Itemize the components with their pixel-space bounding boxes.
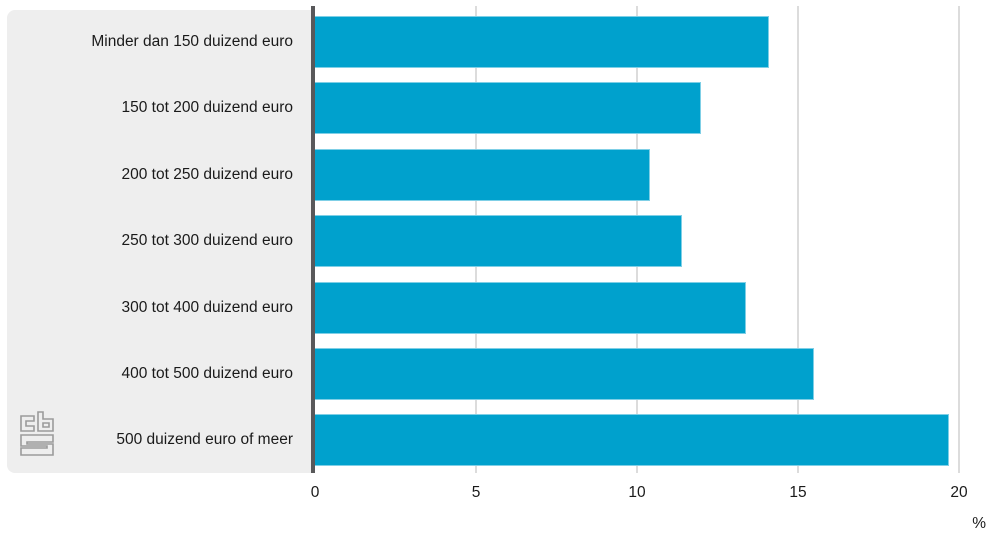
bar — [315, 82, 702, 135]
x-tick-label: 20 — [950, 484, 968, 501]
x-tick-label: 15 — [789, 484, 807, 501]
category-label: 200 tot 250 duizend euro — [121, 165, 294, 183]
category-label: 500 duizend euro of meer — [116, 431, 293, 449]
unit-label: % — [972, 515, 986, 532]
cbs-logo-letter-c — [20, 415, 35, 432]
bar — [315, 348, 815, 400]
category-label: 400 tot 500 duizend euro — [121, 365, 294, 382]
cbs-logo — [20, 411, 54, 456]
category-labels: Minder dan 150 duizend euro 150 tot 200 d… — [0, 0, 293, 545]
y-axis-line — [311, 6, 315, 473]
bar — [315, 16, 770, 68]
category-label: 150 tot 200 duizend euro — [121, 99, 294, 117]
bar — [315, 414, 950, 467]
x-axis-ticks: 0 5 10 15 20 — [0, 484, 1000, 506]
category-panel — [7, 10, 311, 473]
bar — [315, 148, 650, 201]
bar — [315, 281, 747, 334]
plot-area — [315, 6, 975, 468]
category-label: Minder dan 150 duizend euro — [91, 33, 293, 50]
x-tick-label: 10 — [628, 484, 646, 501]
bar — [315, 215, 683, 268]
cbs-logo-letter-b — [37, 411, 54, 432]
category-label: 300 tot 400 duizend euro — [121, 298, 294, 316]
x-tick-label: 5 — [471, 484, 481, 501]
x-tick-label: 0 — [310, 484, 320, 501]
cbs-logo-letter-s — [20, 434, 54, 456]
category-label: 250 tot 300 duizend euro — [121, 232, 294, 250]
